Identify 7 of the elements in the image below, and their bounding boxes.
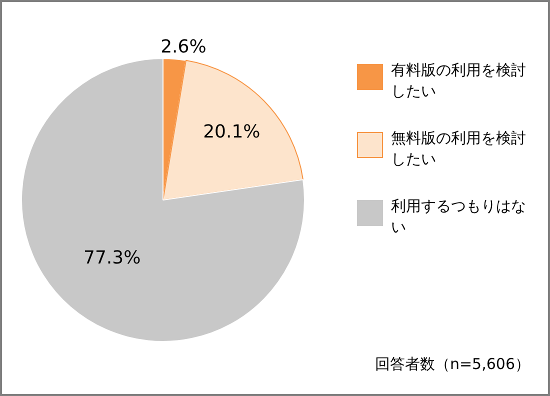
data-label: 20.1% [203,121,260,142]
legend-label: 無料版の利用を検討したい [391,128,527,170]
legend-label: 利用するつもりはない [391,196,527,238]
text: 回答者数（n=5,606） [374,355,530,374]
data-label: 77.3% [83,248,141,269]
data-label: 2.6% [160,36,206,58]
legend-label: 有料版の利用を検討したい [391,60,527,102]
